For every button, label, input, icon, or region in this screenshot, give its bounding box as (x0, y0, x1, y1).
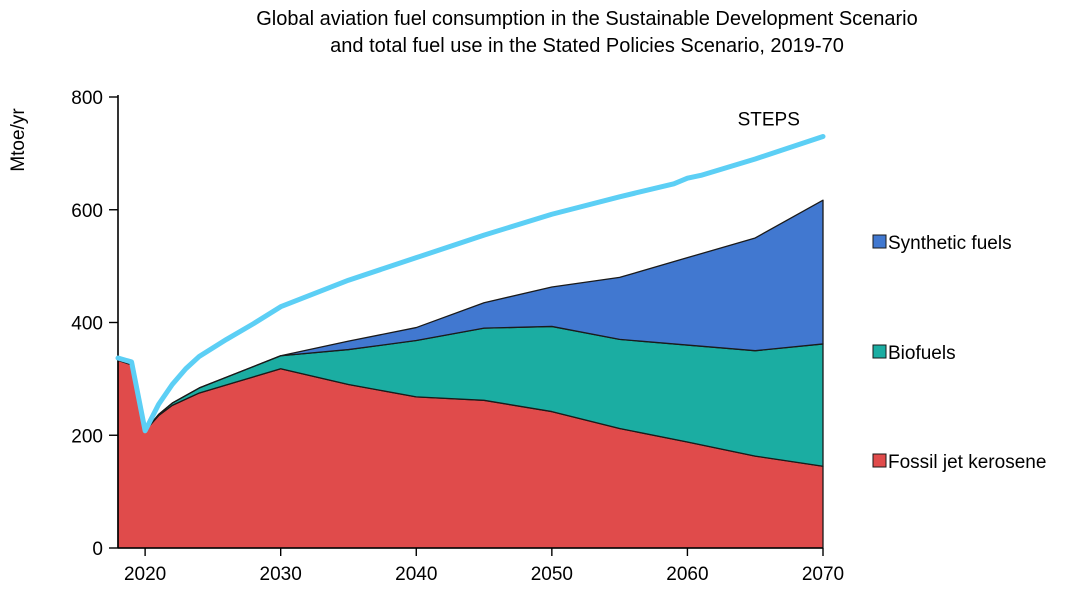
legend-label-fossil-jet-kerosene: Fossil jet kerosene (888, 452, 1046, 473)
x-tick-label: 2070 (802, 564, 844, 585)
steps-line (115, 133, 826, 434)
y-tick-label: 0 (92, 539, 103, 560)
x-tick-label: 2040 (395, 564, 437, 585)
area-synthetic-fuels (117, 199, 824, 432)
steps-annotation: STEPS (738, 109, 800, 130)
y-tick-label: 200 (71, 426, 103, 447)
axes (117, 95, 823, 549)
legend-label-biofuels: Biofuels (888, 343, 956, 364)
y-tick-label: 600 (71, 201, 103, 222)
steps-line-group (115, 133, 826, 434)
y-axis-label: Mtoe/yr (8, 108, 29, 172)
tick-labels: 0 200 400 600 800 2020 2030 2040 2050 2060 2070 (71, 88, 844, 585)
chart-title-line-1: Global aviation fuel consumption in the … (256, 8, 918, 30)
annotations: STEPS (738, 109, 800, 130)
legend-swatch-fossil-jet-kerosene (872, 453, 887, 468)
legend-swatch-biofuels (872, 344, 887, 359)
x-tick-label: 2050 (531, 564, 573, 585)
chart-title-line-2: and total fuel use in the Stated Policie… (330, 35, 844, 57)
x-tick-label: 2060 (666, 564, 708, 585)
x-tick-label: 2020 (124, 564, 166, 585)
y-tick-label: 400 (71, 314, 103, 335)
y-tick-label: 800 (71, 88, 103, 109)
x-tick-label: 2030 (260, 564, 302, 585)
legend-label-synthetic-fuels: Synthetic fuels (888, 233, 1012, 254)
stacked-areas (117, 199, 824, 549)
legend: Synthetic fuels Biofuels Fossil jet kerose… (872, 233, 1046, 473)
legend-swatch-synthetic-fuels (872, 234, 887, 249)
